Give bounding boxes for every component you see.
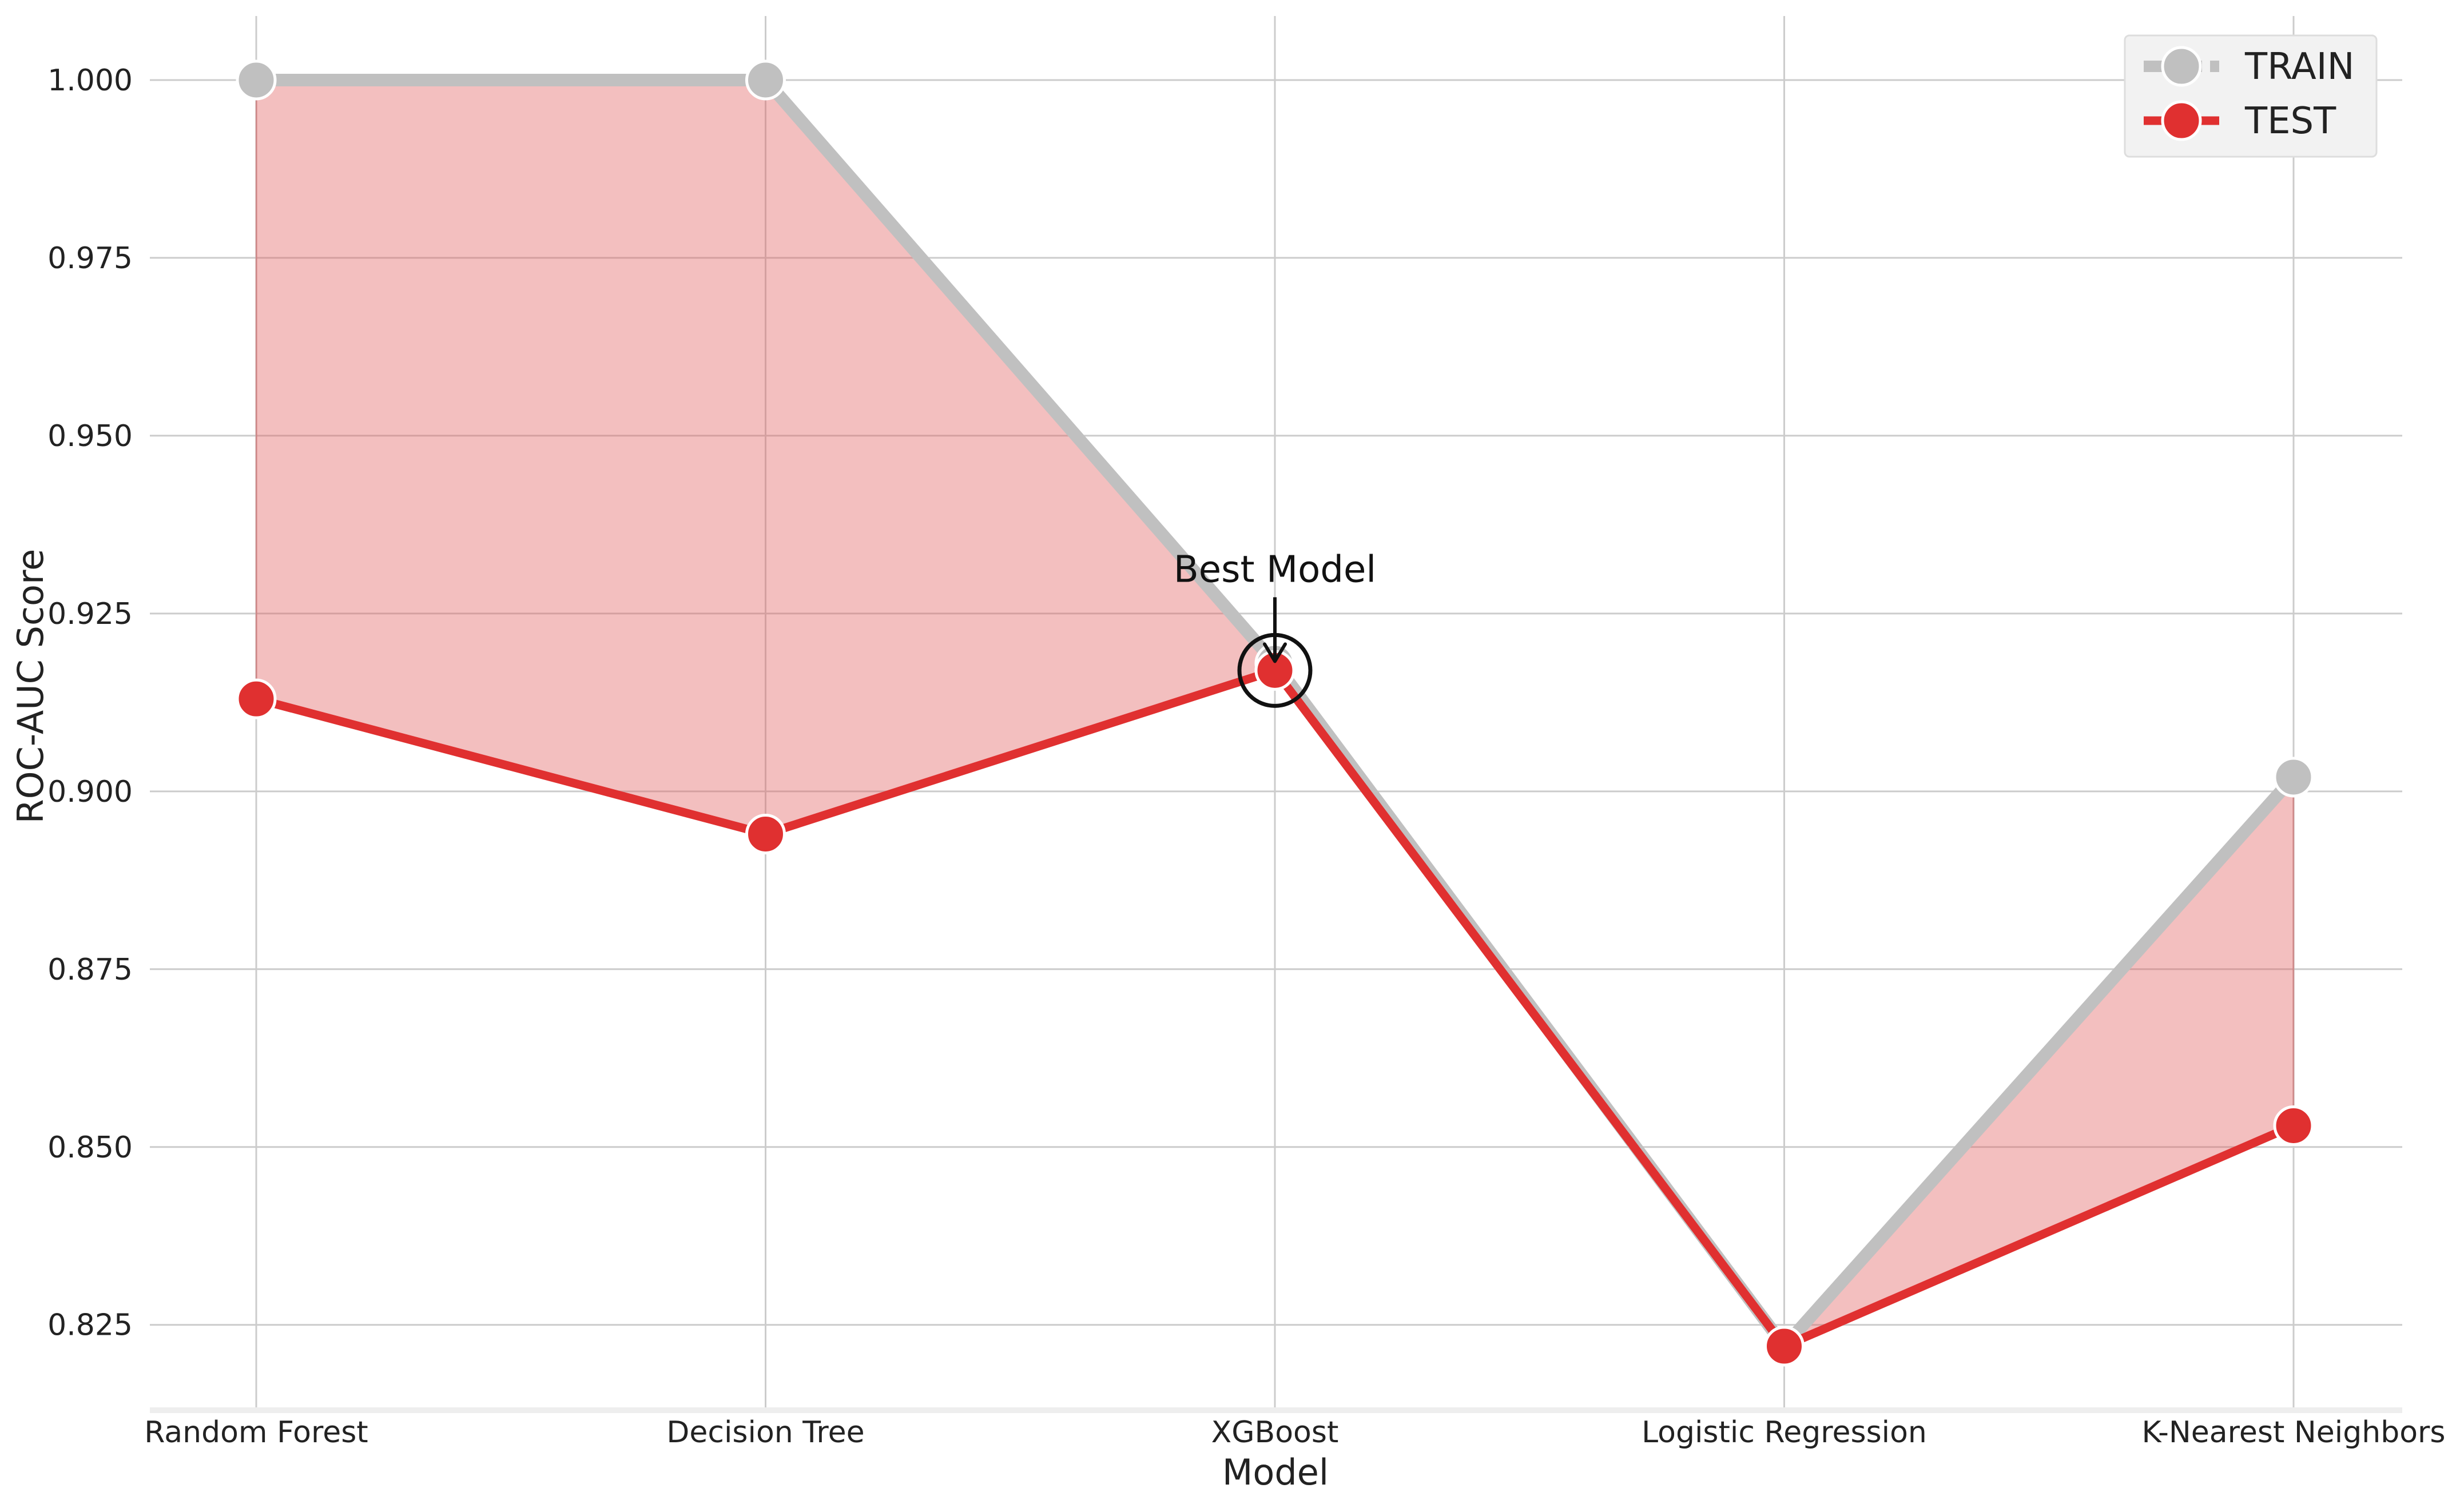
test-legend-marker [2161,100,2202,141]
y-tick-labels: 0.825 0.850 0.875 0.900 0.925 0.950 0.975 1.000 [47,63,133,1343]
y-tick-label: 0.925 [47,597,133,631]
legend: TRAIN TEST [2124,34,2378,158]
legend-label-train: TRAIN [2244,46,2355,88]
x-tick-label: Random Forest [144,1415,368,1450]
y-tick-label: 0.900 [47,775,133,809]
train-point [236,59,277,101]
test-point [2273,1105,2314,1146]
y-tick-label: 0.825 [47,1308,133,1343]
x-tick-label: XGBoost [1211,1415,1339,1450]
x-tick-label: Logistic Regression [1642,1415,1927,1450]
test-point [1764,1326,1805,1367]
x-tick-labels: Random Forest Decision Tree XGBoost Logisti… [144,1415,2445,1450]
series-points [236,59,2314,1367]
best-model-annotation: Best Model [1174,548,1376,708]
y-tick-label: 0.850 [47,1131,133,1165]
y-tick-label: 0.950 [47,419,133,453]
best-model-arrowhead [1263,642,1287,663]
train-point [745,59,786,101]
x-tick-label: Decision Tree [666,1415,864,1450]
y-tick-label: 0.975 [47,241,133,276]
train-legend-marker [2161,46,2202,87]
y-tick-label: 1.000 [47,63,133,98]
x-tick-label: K-Nearest Neighbors [2142,1415,2446,1450]
legend-label-test: TEST [2244,100,2336,142]
y-axis-title: ROC-AUC Score [10,549,51,824]
test-point [236,678,277,719]
x-axis-title: Model [1222,1451,1329,1493]
vertical-grid [255,16,2295,1410]
best-model-label: Best Model [1174,548,1376,591]
test-point [745,813,786,854]
legend-items: TRAIN TEST [2144,46,2355,142]
y-tick-label: 0.875 [47,953,133,987]
train-point [2273,757,2314,798]
